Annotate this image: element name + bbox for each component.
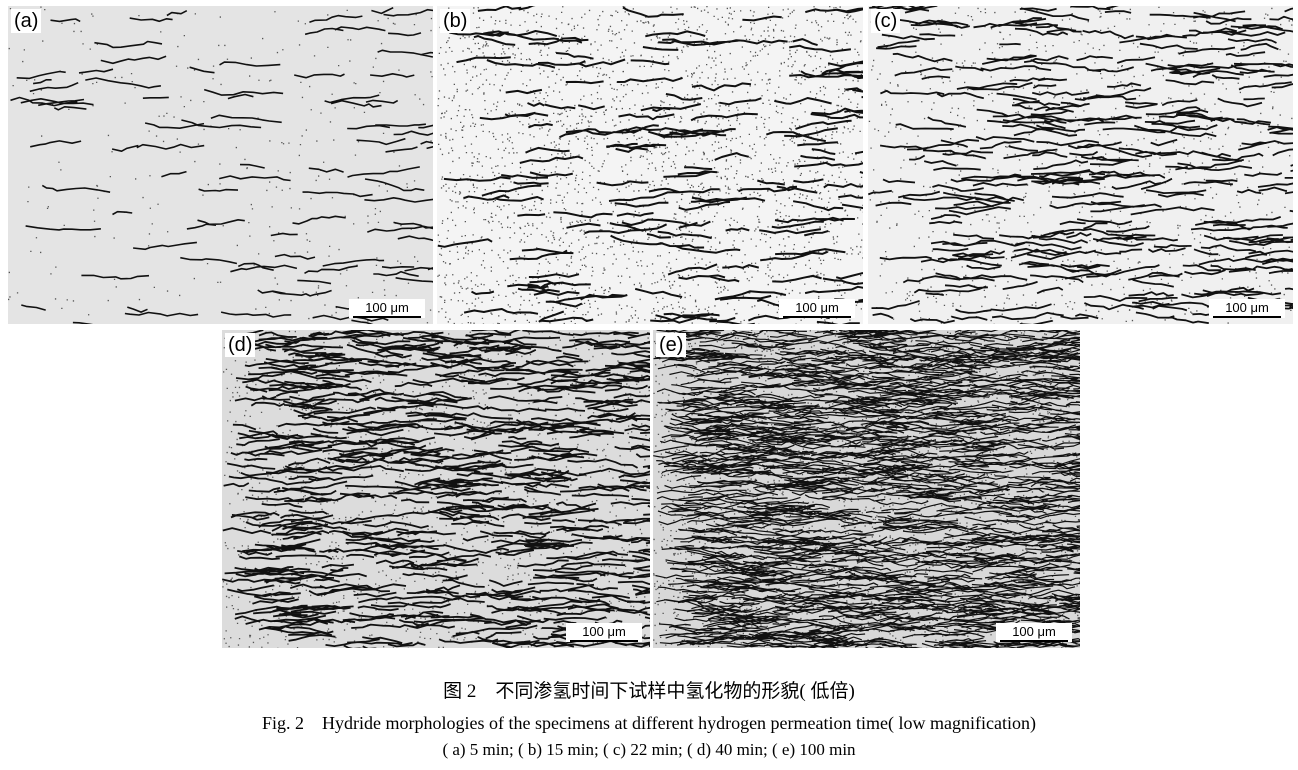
scale-bar: 100 μm <box>566 623 642 642</box>
scale-bar-label: 100 μm <box>582 624 626 639</box>
panel-label: (b) <box>440 9 471 33</box>
scale-bar: 100 μm <box>1209 299 1285 318</box>
scale-bar-label: 100 μm <box>1012 624 1056 639</box>
scale-bar: 100 μm <box>779 299 855 318</box>
hydride-cracks <box>437 6 863 324</box>
scale-bar-label: 100 μm <box>795 300 839 315</box>
scale-bar-label: 100 μm <box>1225 300 1269 315</box>
caption-chinese: 图 2 不同渗氢时间下试样中氢化物的形貌( 低倍) <box>443 681 855 702</box>
micrograph-texture <box>868 6 1293 324</box>
micrograph-b: (b) 100 μm <box>437 6 863 324</box>
caption-english: Fig. 2 Hydride morphologies of the speci… <box>262 713 1036 733</box>
panel-label: (d) <box>225 333 256 357</box>
panel-label: (c) <box>871 9 901 33</box>
micrograph-texture <box>8 6 433 324</box>
hydride-cracks <box>653 330 1080 648</box>
grain-speckle <box>437 6 863 324</box>
micrograph-c: (c) 100 μm <box>868 6 1293 324</box>
scale-bar-label: 100 μm <box>365 300 409 315</box>
micrograph-texture <box>653 330 1080 648</box>
hydride-cracks <box>10 6 433 324</box>
caption-subpanels: ( a) 5 min; ( b) 15 min; ( c) 22 min; ( … <box>442 740 856 759</box>
micrograph-texture <box>222 330 650 648</box>
hydride-cracks <box>222 330 650 648</box>
grain-speckle <box>8 6 433 324</box>
micrograph-a: (a) 100 μm <box>8 6 433 324</box>
micrograph-texture <box>437 6 863 324</box>
micrograph-e: (e) 100 μm <box>653 330 1080 648</box>
scale-bar: 100 μm <box>349 299 425 318</box>
hydride-cracks <box>868 6 1293 324</box>
scale-bar: 100 μm <box>996 623 1072 642</box>
micrograph-d: (d) 100 μm <box>222 330 650 648</box>
panel-label: (e) <box>656 333 687 357</box>
panel-label: (a) <box>11 9 42 33</box>
